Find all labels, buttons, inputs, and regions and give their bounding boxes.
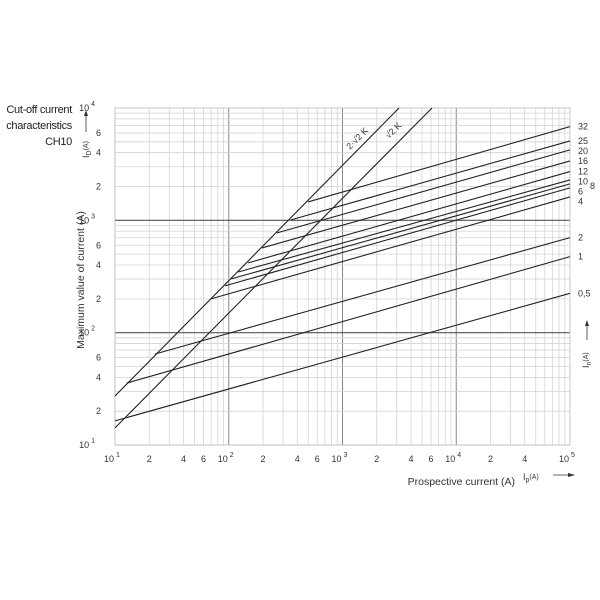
series-label: 1 xyxy=(578,252,583,262)
curves xyxy=(114,107,571,429)
plot-frame xyxy=(114,107,571,446)
tick-labels: 10 1 2 4 6 10 2 2 4 6 10 3 2 4 6 10 4 2 4 10 5 10 1 2 4 6 10 2 2 4 6 10… xyxy=(79,101,575,464)
y-axis-label: Maximum value of current (A) xyxy=(75,211,87,349)
y-tick-label: 4 xyxy=(96,260,101,270)
series-label: 10 xyxy=(578,177,588,187)
x-tick-label: 4 xyxy=(522,454,527,464)
reference-label: √2 K xyxy=(383,120,403,140)
x-tick-label: 2 xyxy=(147,454,152,464)
x-tick-label: 2 xyxy=(260,454,265,464)
series-line-2 xyxy=(154,237,571,355)
x-tick-label: 10 2 xyxy=(218,452,234,464)
y-axis-symbol: ID(A) xyxy=(81,141,93,158)
x-tick-label: 2 xyxy=(374,454,379,464)
series-line-6 xyxy=(224,187,571,287)
series-line-16 xyxy=(261,160,571,249)
y-tick-label: 6 xyxy=(96,240,101,250)
axis-labels: Maximum value of current (A) ID(A) Prospec… xyxy=(75,110,593,488)
x-axis-label: Prospective current (A) xyxy=(408,476,515,488)
series-label: 0,5 xyxy=(578,288,591,298)
y-tick-label: 10 1 xyxy=(79,438,95,450)
x-tick-label: 6 xyxy=(315,454,320,464)
reference-label: 2·√2 K xyxy=(344,126,370,152)
x-tick-label: 4 xyxy=(295,454,300,464)
series-label: 16 xyxy=(578,156,588,166)
y-tick-label: 2 xyxy=(96,294,101,304)
series-label: 25 xyxy=(578,136,588,146)
x-tick-label: 10 3 xyxy=(332,452,348,464)
x-tick-label: 6 xyxy=(201,454,206,464)
x-tick-label: 10 1 xyxy=(104,452,120,464)
series-line-32 xyxy=(307,126,571,203)
series-line-25 xyxy=(290,140,571,221)
y-tick-label: 2 xyxy=(96,406,101,416)
series-label: 8 xyxy=(590,181,595,191)
y-tick-label: 10 3 xyxy=(79,213,95,225)
chart-title-line1: Cut-off current xyxy=(6,104,72,116)
series-label: 4 xyxy=(578,197,583,207)
y-tick-label: 2 xyxy=(96,182,101,192)
y-tick-label: 6 xyxy=(96,353,101,363)
reference-line xyxy=(114,107,400,397)
x-axis-arrowhead-icon xyxy=(568,473,575,477)
y-tick-label: 4 xyxy=(96,148,101,158)
x-tick-label: 4 xyxy=(408,454,413,464)
series-line-12 xyxy=(247,171,571,264)
y-tick-label: 10 4 xyxy=(79,101,95,113)
chart-title-line3: CH10 xyxy=(45,136,72,148)
x-tick-label: 10 5 xyxy=(559,452,575,464)
series-arrowhead-icon xyxy=(585,320,589,326)
x-tick-label: 4 xyxy=(181,454,186,464)
grid xyxy=(114,107,571,446)
x-axis-symbol: Ip(A) xyxy=(523,472,539,484)
y-tick-label: 10 2 xyxy=(79,326,95,338)
x-tick-label: 6 xyxy=(429,454,434,464)
series-label: 6 xyxy=(578,187,583,197)
y-tick-label: 4 xyxy=(96,372,101,382)
series-label: 32 xyxy=(578,122,588,132)
series-label: 12 xyxy=(578,167,588,177)
y-axis-arrowhead-icon xyxy=(84,110,88,116)
y-tick-label: 6 xyxy=(96,128,101,138)
series-line-10 xyxy=(238,179,571,273)
series-line-8 xyxy=(231,183,571,280)
series-line-20 xyxy=(276,149,571,234)
reference-line xyxy=(114,107,433,429)
series-label: 20 xyxy=(578,146,588,156)
series-line-1 xyxy=(126,256,571,384)
series-line-0-5 xyxy=(114,292,571,422)
series-axis-symbol: In(A) xyxy=(581,352,593,368)
series-line-4 xyxy=(210,196,571,300)
x-tick-label: 10 4 xyxy=(445,452,461,464)
x-tick-label: 2 xyxy=(488,454,493,464)
series-label: 2 xyxy=(578,233,583,243)
chart-title-line2: characteristics xyxy=(6,120,72,132)
